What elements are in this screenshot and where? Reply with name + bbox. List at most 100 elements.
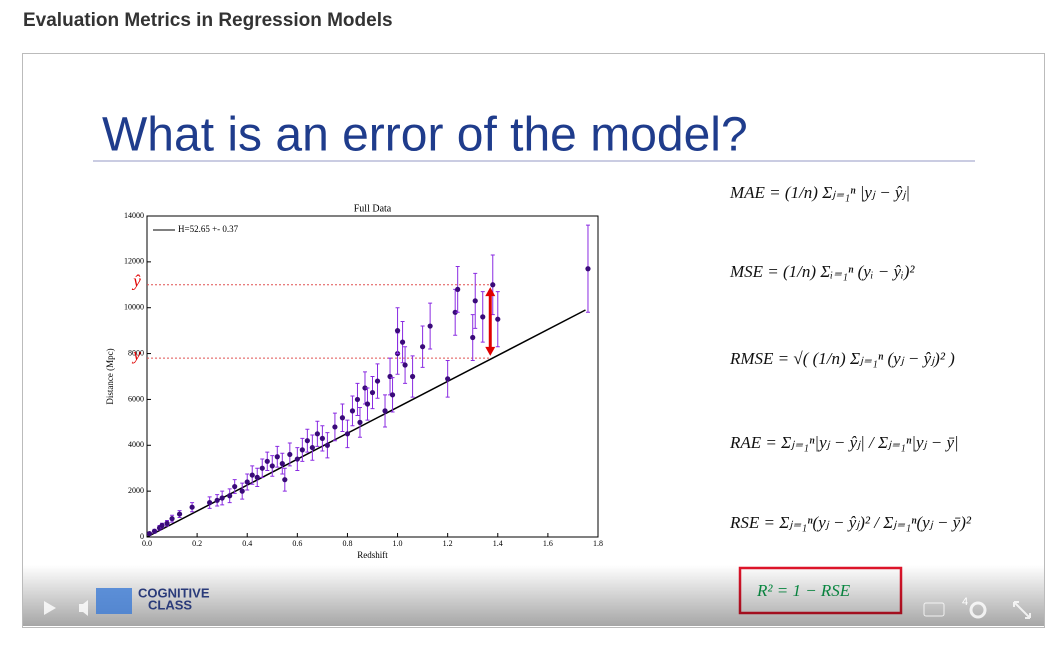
- point: [249, 472, 255, 478]
- fullscreen-button[interactable]: [1013, 601, 1031, 619]
- page-title: Evaluation Metrics in Regression Models: [23, 10, 393, 31]
- point: [189, 504, 195, 510]
- point: [332, 424, 338, 430]
- point: [382, 408, 388, 414]
- video-frame[interactable]: [22, 53, 1045, 628]
- point: [495, 316, 501, 322]
- x-tick-label: 1.6: [543, 539, 553, 548]
- point: [264, 458, 270, 464]
- point: [427, 323, 433, 329]
- y-axis-label: Distance (Mpc): [105, 348, 115, 404]
- point: [409, 373, 416, 380]
- point: [254, 474, 260, 480]
- arrow-head: [485, 346, 496, 356]
- x-tick-label: 0.4: [242, 539, 252, 548]
- slide-title: What is an error of the model?: [102, 109, 748, 162]
- point: [369, 389, 376, 396]
- point: [159, 522, 165, 529]
- point: [282, 477, 288, 483]
- point: [374, 378, 381, 384]
- point: [319, 435, 325, 442]
- captions-button[interactable]: [923, 602, 945, 617]
- y-tick-label: 2000: [128, 486, 144, 495]
- fit-line: [146, 309, 586, 538]
- point: [354, 396, 361, 403]
- point: [164, 520, 170, 526]
- y-tick-label: 8000: [128, 348, 144, 357]
- player-shade: [23, 565, 1044, 626]
- chart-title: Full Data: [354, 203, 392, 214]
- point: [232, 483, 238, 490]
- point: [151, 528, 158, 534]
- formula: RMSE = √( (1/n) Σⱼ₌₁ⁿ (yⱼ − ŷⱼ)² ): [729, 349, 955, 368]
- volume-button[interactable]: [79, 600, 88, 616]
- point: [452, 309, 458, 315]
- point: [357, 419, 363, 425]
- point: [244, 479, 250, 485]
- point: [207, 500, 213, 506]
- point: [294, 456, 300, 462]
- x-tick-label: 0.8: [342, 539, 352, 548]
- y-tick-label: 6000: [128, 394, 144, 403]
- point: [299, 447, 305, 453]
- logo-text: CLASS: [148, 597, 192, 612]
- point: [259, 465, 265, 471]
- formula: MAE = (1/n) Σⱼ₌₁ⁿ |yⱼ − ŷⱼ|: [729, 183, 910, 202]
- point: [362, 385, 368, 391]
- annotation: ŷ: [131, 272, 141, 291]
- y-tick-label: 0: [140, 532, 144, 541]
- point: [339, 415, 346, 421]
- y-tick-label: 12000: [124, 257, 144, 266]
- point: [387, 373, 393, 380]
- x-tick-label: 0.6: [292, 539, 302, 548]
- point: [214, 497, 220, 503]
- point: [455, 286, 461, 292]
- point: [472, 298, 478, 304]
- formula: MSE = (1/n) Σᵢ₌₁ⁿ (yᵢ − ŷᵢ)²: [729, 262, 915, 281]
- logo-text: COGNITIVE: [138, 585, 210, 600]
- point: [176, 511, 183, 517]
- legend-label: H=52.65 +- 0.37: [178, 224, 239, 234]
- x-tick-label: 0.0: [142, 539, 152, 548]
- quality-badge: 4: [962, 596, 968, 608]
- settings-button[interactable]: [969, 601, 987, 619]
- point: [146, 530, 153, 537]
- logo-icon: [96, 588, 132, 614]
- point: [274, 454, 280, 460]
- point: [420, 344, 426, 350]
- annotation: y: [131, 345, 141, 364]
- point: [585, 266, 591, 272]
- point: [324, 442, 330, 448]
- y-tick-label: 14000: [124, 211, 144, 220]
- play-button[interactable]: [44, 601, 56, 615]
- point: [389, 392, 396, 398]
- x-tick-label: 0.2: [192, 539, 202, 548]
- point: [309, 444, 315, 451]
- x-tick-label: 1.0: [393, 539, 403, 548]
- point: [480, 314, 486, 320]
- point: [219, 495, 225, 501]
- arrow-head: [485, 287, 496, 297]
- point: [169, 516, 175, 522]
- logo: COGNITIVE CLASS: [96, 585, 210, 614]
- x-tick-label: 1.2: [443, 539, 453, 548]
- point: [227, 493, 233, 499]
- point: [445, 376, 451, 382]
- x-tick-label: 1.4: [493, 539, 503, 548]
- plot-area: [146, 215, 599, 538]
- x-axis-label: Redshift: [357, 550, 388, 560]
- point: [269, 463, 275, 469]
- point: [399, 339, 406, 345]
- y-tick-label: 4000: [128, 440, 144, 449]
- point: [304, 438, 310, 444]
- formula: RSE = Σⱼ₌₁ⁿ(yⱼ − ŷⱼ)² / Σⱼ₌₁ⁿ(yⱼ − ȳ)²: [729, 513, 972, 532]
- point: [279, 461, 285, 467]
- point: [239, 488, 245, 494]
- point: [349, 408, 356, 414]
- point: [470, 334, 476, 341]
- point: [490, 282, 496, 288]
- formula: RAE = Σⱼ₌₁ⁿ|yⱼ − ŷⱼ| / Σⱼ₌₁ⁿ|yⱼ − ȳ|: [729, 433, 959, 452]
- x-tick-label: 1.8: [593, 539, 603, 548]
